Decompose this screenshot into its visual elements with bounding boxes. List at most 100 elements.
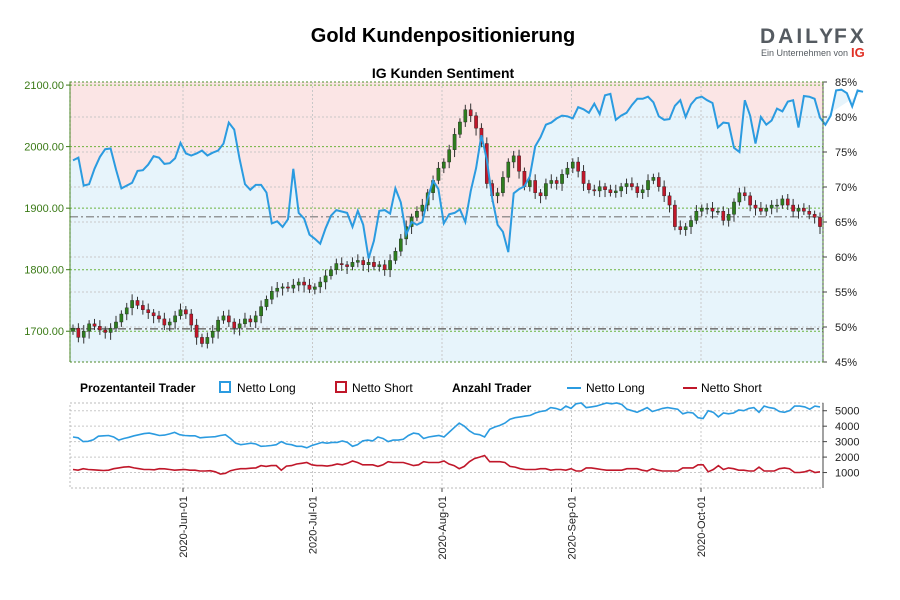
- candle-body: [592, 189, 597, 192]
- candle-body: [651, 177, 656, 181]
- count-tick-label: 5000: [835, 406, 859, 418]
- candle-body: [291, 284, 296, 289]
- candle-body: [495, 192, 500, 197]
- candle-body: [468, 109, 473, 117]
- candle-body: [646, 180, 650, 190]
- candle-body: [119, 313, 124, 323]
- candle-body: [108, 327, 113, 333]
- candle-body: [436, 167, 441, 181]
- count-tick-label: 3000: [835, 437, 859, 449]
- candle-body: [210, 331, 215, 338]
- date-tick-label: 2020-Oct-01: [696, 496, 708, 557]
- candle-body: [146, 309, 151, 313]
- date-tick-label: 2020-Sep-01: [567, 496, 579, 560]
- candle-body: [689, 220, 693, 227]
- candle-body: [184, 309, 188, 315]
- candle-body: [334, 263, 339, 270]
- candle-body: [742, 192, 747, 197]
- candle-body: [280, 286, 285, 289]
- candle-body: [732, 201, 736, 215]
- candle-body: [151, 312, 156, 317]
- candle-body: [71, 327, 75, 332]
- candle-body: [135, 300, 140, 306]
- price-tick-label: 2000.00: [24, 142, 64, 154]
- legend: Prozentanteil Trader Netto Long Netto Sh…: [80, 381, 762, 395]
- candle-body: [737, 192, 742, 203]
- price-tick-label: 2100.00: [24, 80, 64, 92]
- candle-body: [506, 161, 511, 178]
- candle-body: [699, 207, 704, 212]
- candle-body: [216, 319, 220, 332]
- candle-body: [517, 155, 521, 172]
- candle-body: [683, 226, 688, 230]
- count-tick-label: 2000: [835, 452, 859, 464]
- candle-body: [544, 183, 548, 197]
- legend-count-long: Netto Long: [586, 381, 645, 395]
- percent-tick-label: 55%: [835, 287, 857, 299]
- candle-body: [232, 321, 237, 329]
- candle-body: [608, 189, 613, 193]
- candle-body: [624, 183, 629, 187]
- candle-body: [705, 207, 709, 210]
- chart-title: Gold Kundenpositionierung: [311, 25, 575, 47]
- candle-body: [92, 323, 97, 327]
- percent-tick-label: 50%: [835, 322, 857, 334]
- candle-body: [613, 190, 618, 193]
- candle-body: [420, 204, 425, 212]
- percent-tick-label: 85%: [835, 77, 857, 89]
- candle-body: [194, 324, 199, 338]
- candle-body: [780, 198, 785, 206]
- candle-body: [76, 327, 81, 338]
- candle-body: [710, 207, 715, 212]
- candle-body: [361, 260, 366, 265]
- candle-body: [769, 204, 774, 209]
- candle-body: [818, 217, 822, 227]
- price-tick-label: 1700.00: [24, 326, 64, 338]
- candle-body: [141, 305, 145, 310]
- candle-body: [356, 260, 360, 263]
- candle-body: [173, 315, 177, 323]
- candle-body: [296, 281, 301, 286]
- candle-body: [619, 186, 623, 192]
- candle-body: [286, 286, 290, 289]
- candle-body: [114, 321, 118, 329]
- candle-body: [764, 207, 769, 212]
- main-plot-frame: [69, 81, 824, 363]
- candle-body: [447, 149, 451, 163]
- count-tick-label: 1000: [835, 468, 859, 480]
- candle-body: [570, 161, 575, 169]
- candle-body: [759, 207, 763, 212]
- candle-body: [565, 167, 570, 175]
- candle-body: [318, 281, 323, 288]
- legend-pct-long: Netto Long: [237, 381, 296, 395]
- candle-body: [662, 186, 666, 197]
- lower-plot-frame: [69, 402, 824, 489]
- candle-body: [694, 211, 699, 221]
- candle-body: [533, 180, 537, 193]
- legend-group-percent: Prozentanteil Trader: [80, 381, 196, 395]
- candle-body: [189, 313, 194, 326]
- candle-body: [576, 161, 580, 172]
- candle-body: [124, 307, 129, 315]
- candle-body: [635, 186, 640, 193]
- candle-body: [237, 323, 242, 329]
- candle-body: [640, 189, 645, 193]
- dailyfx-logo: DAILY FX Ein Unternehmen von IG: [760, 25, 865, 60]
- main-grid: [70, 81, 823, 363]
- candle-body: [474, 115, 478, 129]
- candle-body: [678, 226, 683, 230]
- count-long-line: [72, 402, 821, 449]
- candle-body: [275, 287, 280, 292]
- candle-body: [785, 198, 790, 206]
- candle-body: [796, 207, 801, 212]
- candle-body: [248, 318, 253, 323]
- legend-count-short: Netto Short: [701, 381, 762, 395]
- candle-body: [372, 262, 376, 267]
- count-tick-label: 4000: [835, 421, 859, 433]
- candle-body: [323, 275, 328, 283]
- net-long-pct-line: [72, 88, 864, 259]
- candle-body: [527, 180, 532, 187]
- candle-body: [382, 264, 387, 270]
- candle-body: [812, 214, 817, 218]
- percent-tick-label: 75%: [835, 147, 857, 159]
